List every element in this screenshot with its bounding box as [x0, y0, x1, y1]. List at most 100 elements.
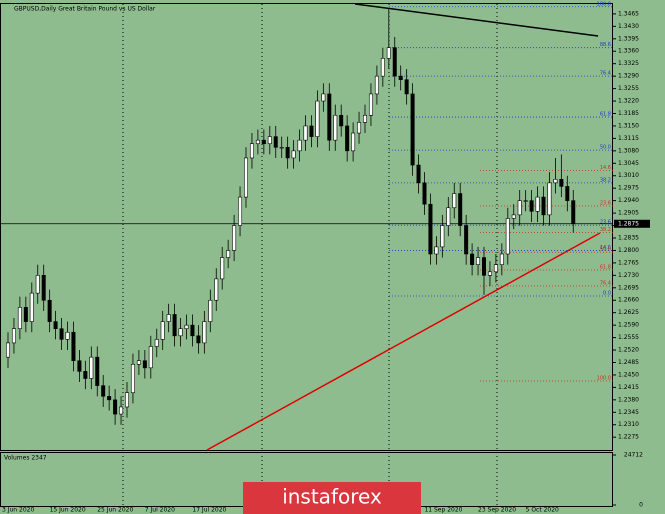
candle-body — [362, 114, 367, 123]
candle-body — [184, 324, 189, 330]
candle-body — [113, 399, 118, 415]
candle-body — [309, 125, 314, 137]
candle-body — [464, 225, 469, 255]
y-tick-label: 1.3080 — [618, 147, 639, 154]
candle-body — [202, 321, 207, 344]
candle-body — [125, 392, 130, 408]
y-tick-label: 1.2660 — [618, 297, 639, 304]
y-tick-label: 1.2905 — [618, 210, 639, 217]
candle-body — [249, 143, 254, 159]
y-tick-label: 1.2835 — [618, 234, 639, 241]
fib-label: 76.4 — [600, 281, 611, 287]
candle-body — [101, 385, 106, 397]
candle-body — [487, 271, 492, 276]
candle-body — [261, 139, 266, 145]
volume-tick-label: 24712 — [624, 452, 643, 459]
candle-body — [571, 200, 576, 225]
candle-body — [11, 328, 16, 344]
chart-title: GBPUSD,Daily Great Britain Pound vs US D… — [14, 6, 156, 13]
candle-body — [291, 150, 296, 159]
candle-body — [333, 114, 338, 141]
y-tick-label: 1.2730 — [618, 272, 639, 279]
price-pane — [0, 3, 613, 451]
y-tick-label: 1.2485 — [618, 359, 639, 366]
candle-body — [279, 146, 284, 149]
fib-label: 14.6 — [600, 165, 611, 171]
candle-body — [35, 275, 40, 294]
candle-body — [53, 321, 58, 330]
y-tick-label: 1.3185 — [618, 110, 639, 117]
y-tick-label: 1.3360 — [618, 48, 639, 55]
candle-body — [17, 307, 22, 330]
fib-label: 88.6 — [600, 42, 611, 48]
y-tick-label: 1.2275 — [618, 434, 639, 441]
y-tick-label: 1.2800 — [618, 247, 639, 254]
candle-body — [368, 93, 373, 116]
candle-body — [59, 328, 64, 340]
y-tick-label: 1.3290 — [618, 73, 639, 80]
candle-body — [541, 196, 546, 216]
candle-body — [130, 363, 135, 394]
candle-body — [511, 214, 516, 219]
y-tick-label: 1.3395 — [618, 35, 639, 42]
candle-body — [529, 200, 534, 212]
price-label: 1.2875 — [618, 220, 639, 227]
candle-body — [77, 360, 82, 372]
candle-body — [107, 395, 112, 401]
candle-body — [553, 179, 558, 184]
plot: 1.3465 1.3430 1.3395 1.3360 1.3325 1.3290 1.32… — [0, 1, 650, 514]
candle-body — [321, 93, 326, 102]
candle-body — [303, 125, 308, 141]
candle-body — [499, 253, 504, 265]
candle-body — [446, 207, 451, 226]
candle-body — [244, 157, 249, 198]
y-tick-label: 1.2590 — [618, 322, 639, 329]
candle-body — [434, 246, 439, 255]
candle-body — [357, 122, 362, 134]
candle-body — [160, 321, 165, 340]
y-tick-label: 1.2520 — [618, 347, 639, 354]
candle-body — [285, 146, 290, 159]
y-tick-label: 1.2695 — [618, 284, 639, 291]
watermark: instaforex — [282, 485, 382, 509]
candle-body — [565, 186, 570, 201]
fib-label: 14.6 — [600, 245, 611, 251]
fib-label: 100.0 — [597, 1, 611, 7]
candle-body — [410, 93, 415, 166]
y-tick-label: 1.3045 — [618, 160, 639, 167]
fib-label: 23.6 — [600, 200, 611, 206]
candle-body — [255, 139, 260, 145]
candle-body — [440, 225, 445, 248]
candle-body — [505, 218, 510, 255]
candle-body — [339, 114, 344, 127]
candle-body — [327, 93, 332, 141]
candle-body — [136, 360, 141, 365]
fib-label: 38.2 — [600, 177, 611, 183]
candle-body — [29, 292, 34, 322]
y-tick-label: 1.3150 — [618, 122, 639, 129]
candle-body — [232, 225, 237, 251]
candle-body — [404, 79, 409, 95]
candle-body — [458, 193, 463, 226]
candle-body — [89, 356, 94, 379]
candle-body — [208, 299, 213, 322]
candle-body — [65, 331, 70, 340]
x-tick-label: 23 Sep 2020 — [478, 507, 516, 514]
y-tick-label: 1.3220 — [618, 98, 639, 105]
candle-body — [547, 182, 552, 216]
candle-body — [422, 182, 427, 205]
x-tick-label: 3 Jun 2020 — [2, 507, 34, 514]
candle-body — [71, 331, 76, 362]
trend-line — [354, 3, 599, 37]
y-tick-label: 1.2555 — [618, 334, 639, 341]
candle-body — [172, 314, 177, 337]
y-tick-label: 1.2625 — [618, 309, 639, 316]
candle-body — [119, 406, 124, 415]
candle-body — [493, 264, 498, 273]
x-tick-label: 15 Jun 2020 — [50, 507, 86, 514]
y-tick-label: 1.2765 — [618, 259, 639, 266]
candle-body — [416, 164, 421, 184]
y-tick-label: 1.3010 — [618, 172, 639, 179]
